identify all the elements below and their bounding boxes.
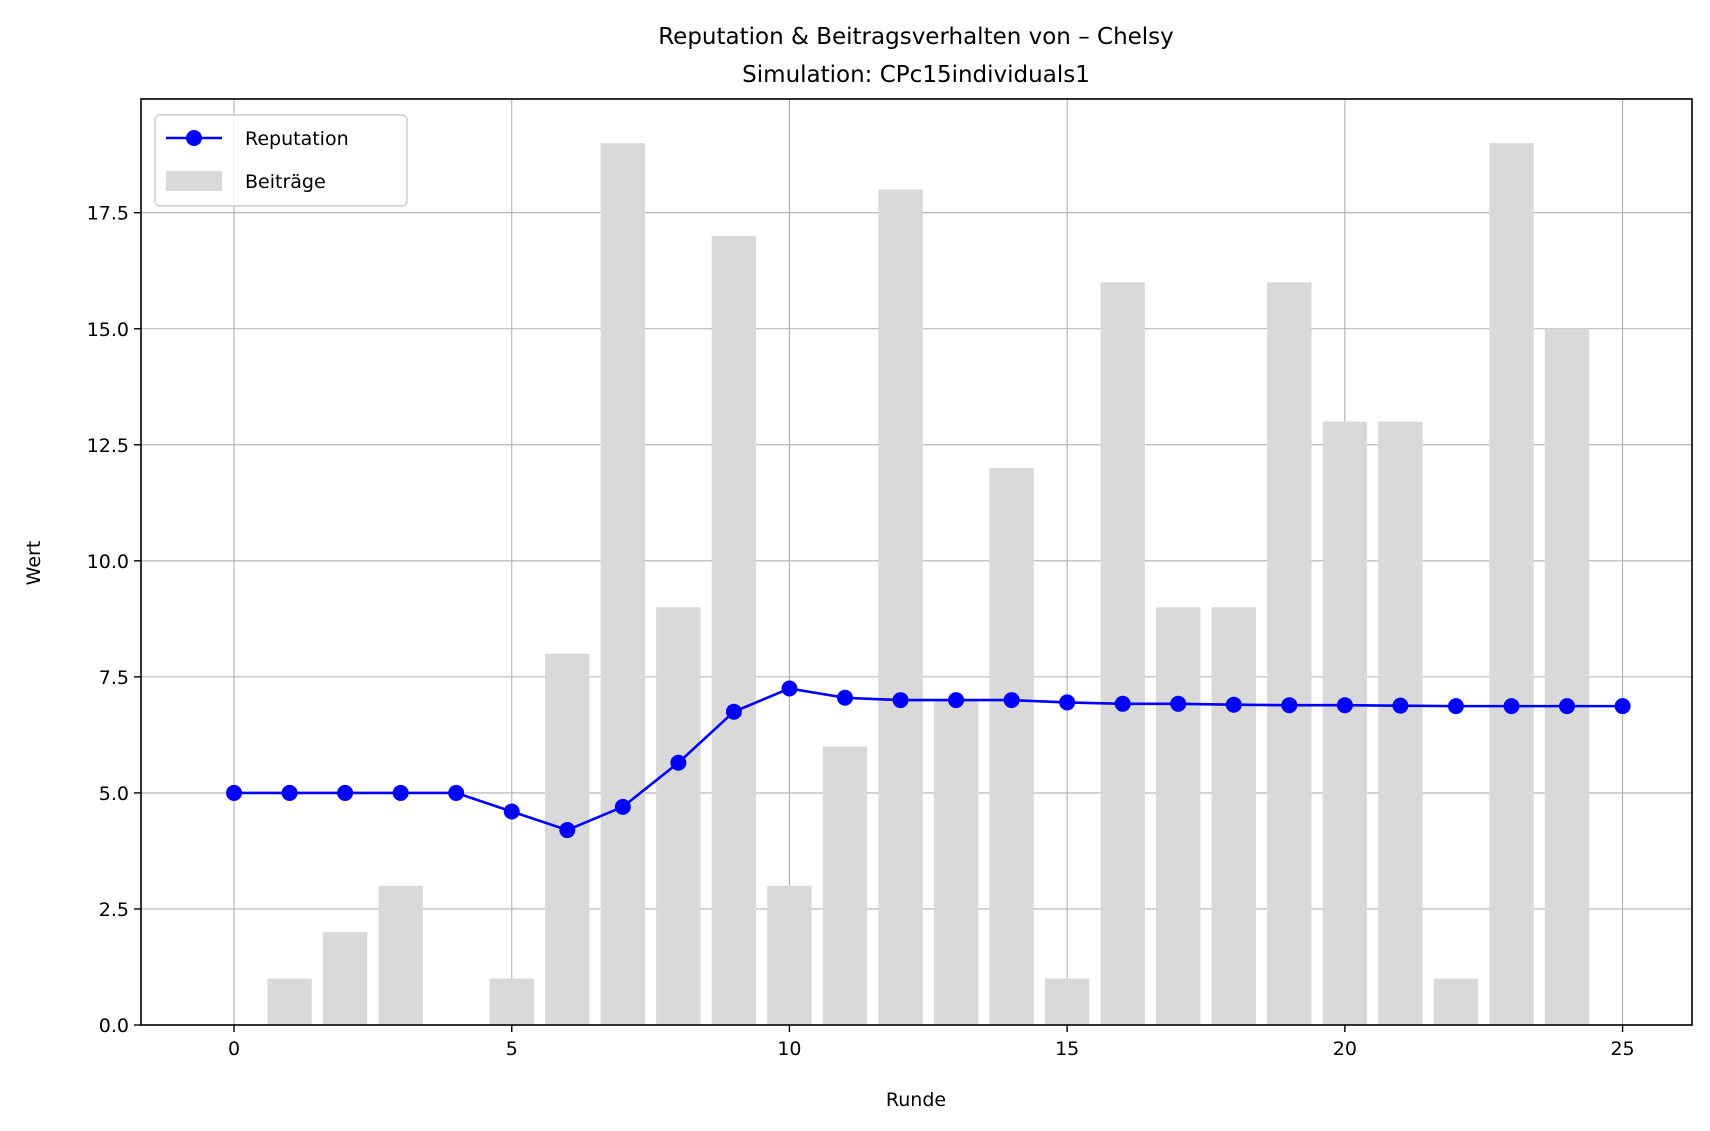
reputation-point [1225, 696, 1242, 713]
chart-title: Reputation & Beitragsverhalten von – Che… [658, 24, 1174, 50]
reputation-point [281, 784, 298, 801]
plot-frame [140, 98, 1693, 1026]
y-tick-label: 17.5 [87, 203, 129, 225]
reputation-point [503, 803, 520, 820]
reputation-point [337, 784, 354, 801]
contribution-bar [1489, 143, 1534, 1026]
y-tick-label: 10.0 [87, 551, 129, 573]
x-tick-label: 20 [1333, 1038, 1357, 1060]
x-axis-label: Runde [886, 1089, 946, 1111]
contribution-bar [989, 468, 1034, 1025]
contribution-bar [711, 235, 757, 1026]
y-axis-ticks: 0.0 2.5 5.0 7.5 10.0 12.5 15.0 17.5 [87, 203, 141, 1037]
contribution-bar [1322, 421, 1368, 1025]
contribution-bar [767, 885, 812, 1025]
reputation-series [226, 680, 1631, 839]
contribution-bar [1044, 978, 1090, 1025]
contribution-bar [656, 607, 701, 1025]
contribution-bar [600, 143, 646, 1026]
contribution-bar [1433, 978, 1479, 1025]
contribution-bar [878, 189, 923, 1025]
x-tick-label: 15 [1055, 1038, 1079, 1060]
reputation-point [226, 784, 243, 801]
contribution-bar [489, 978, 534, 1025]
y-tick-label: 0.0 [99, 1015, 129, 1037]
reputation-point [1503, 698, 1520, 715]
x-tick-label: 10 [777, 1038, 801, 1060]
reputation-point [1447, 698, 1464, 715]
reputation-point [1003, 692, 1020, 709]
legend-contributions-label: Beiträge [245, 171, 326, 193]
contribution-bar [378, 885, 423, 1025]
contribution-bar [1100, 282, 1145, 1025]
contribution-bars [267, 143, 1590, 1026]
reputation-point [725, 703, 742, 720]
reputation-point [1059, 694, 1076, 711]
legend-reputation-marker [186, 130, 202, 146]
x-tick-label: 5 [506, 1038, 518, 1060]
reputation-point [448, 784, 465, 801]
contribution-bar [322, 932, 368, 1025]
y-tick-label: 12.5 [87, 435, 129, 457]
reputation-point [948, 692, 965, 709]
y-tick-label: 5.0 [99, 783, 129, 805]
y-tick-label: 2.5 [99, 899, 129, 921]
y-tick-label: 15.0 [87, 319, 129, 341]
legend-reputation-label: Reputation [245, 128, 349, 150]
reputation-line [234, 687, 1623, 832]
contribution-bar [1156, 607, 1201, 1025]
contribution-bar [1211, 607, 1256, 1025]
contribution-bar [933, 700, 979, 1025]
reputation-point [559, 822, 576, 839]
legend-contributions-swatch [166, 171, 222, 191]
reputation-point [1114, 695, 1131, 712]
contribution-bar [1544, 328, 1590, 1025]
contribution-bar [545, 653, 590, 1025]
reputation-point [1392, 697, 1409, 714]
reputation-point [1170, 695, 1187, 712]
y-axis-label: Wert [23, 541, 45, 586]
contribution-bar [822, 746, 868, 1025]
reputation-point [1281, 697, 1298, 714]
reputation-point [392, 784, 409, 801]
reputation-point [836, 689, 853, 706]
reputation-point [614, 798, 631, 815]
reputation-point [781, 680, 798, 697]
x-axis-ticks: 0 5 10 15 20 25 [228, 1025, 1635, 1060]
reputation-point [670, 754, 687, 771]
legend: Reputation Beiträge [154, 114, 408, 207]
reputation-point [1559, 698, 1576, 715]
reputation-point [1336, 697, 1353, 714]
x-tick-label: 25 [1610, 1038, 1634, 1060]
x-tick-label: 0 [228, 1038, 240, 1060]
contribution-bar [1267, 282, 1312, 1025]
reputation-point [1614, 698, 1631, 715]
reputation-point [892, 692, 909, 709]
contribution-bar [267, 978, 312, 1025]
chart-subtitle: Simulation: CPc15individuals1 [742, 62, 1090, 88]
y-tick-label: 7.5 [99, 667, 129, 689]
contribution-bar [1378, 421, 1423, 1025]
